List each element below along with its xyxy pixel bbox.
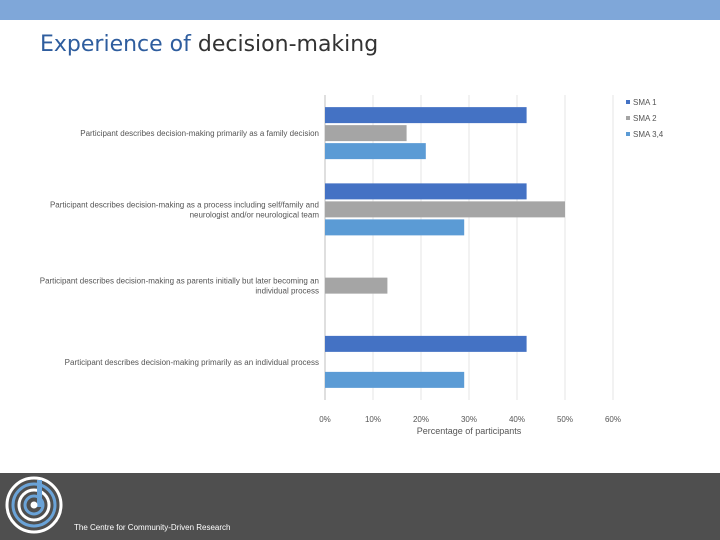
category-label: Participant describes decision-making as… bbox=[50, 200, 319, 219]
bar-sma-2-cat-2 bbox=[325, 201, 565, 218]
bar-sma-1-cat-4 bbox=[325, 335, 527, 352]
x-tick-label: 30% bbox=[461, 415, 477, 424]
x-axis-title: Percentage of participants bbox=[417, 426, 522, 436]
category-label-line: Participant describes decision-making pr… bbox=[80, 129, 319, 138]
bar-chart: Participant describes decision-making pr… bbox=[40, 95, 664, 436]
category-label: Participant describes decision-making pr… bbox=[80, 129, 319, 138]
bar-sma-1-cat-2 bbox=[325, 183, 527, 200]
slide-title-highlight: Experience of bbox=[40, 32, 191, 57]
top-accent-band bbox=[0, 0, 720, 20]
legend-label: SMA 1 bbox=[633, 98, 657, 107]
x-tick-label: 50% bbox=[557, 415, 573, 424]
bar-sma-2-cat-3 bbox=[325, 277, 388, 294]
x-tick-label: 40% bbox=[509, 415, 525, 424]
legend-swatch bbox=[626, 100, 630, 104]
category-label-line: Participant describes decision-making pr… bbox=[65, 358, 319, 367]
bar-sma-3-4-cat-4 bbox=[325, 371, 465, 388]
ccdr-logo-icon bbox=[5, 476, 63, 534]
x-tick-label: 60% bbox=[605, 415, 621, 424]
footer-bar: The Centre for Community-Driven Research bbox=[0, 473, 720, 540]
slide-title-rest: decision-making bbox=[197, 32, 379, 57]
x-tick-label: 10% bbox=[365, 415, 381, 424]
bar-sma-3-4-cat-2 bbox=[325, 219, 465, 236]
category-label-line: individual process bbox=[255, 287, 319, 296]
legend-swatch bbox=[626, 116, 630, 120]
x-tick-label: 0% bbox=[319, 415, 331, 424]
category-label: Participant describes decision-making pr… bbox=[65, 358, 319, 367]
footer-organization-name: The Centre for Community-Driven Research bbox=[74, 523, 231, 532]
bar-sma-1-cat-1 bbox=[325, 107, 527, 124]
legend-label: SMA 3,4 bbox=[633, 130, 664, 139]
bar-sma-2-cat-1 bbox=[325, 125, 407, 142]
category-label-line: Participant describes decision-making as… bbox=[40, 277, 319, 286]
x-tick-label: 20% bbox=[413, 415, 429, 424]
bar-sma-3-4-cat-1 bbox=[325, 143, 426, 160]
category-label-line: Participant describes decision-making as… bbox=[50, 200, 319, 209]
category-label-line: neurologist and/or neurological team bbox=[190, 210, 320, 219]
legend-swatch bbox=[626, 132, 630, 136]
legend-label: SMA 2 bbox=[633, 114, 657, 123]
category-label: Participant describes decision-making as… bbox=[40, 277, 319, 296]
slide-title: Experience of decision-making bbox=[40, 32, 378, 57]
